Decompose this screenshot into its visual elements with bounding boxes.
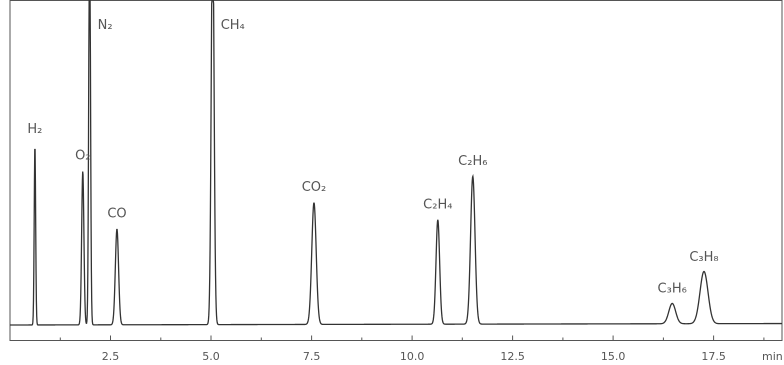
peak-label-4: CH₄ (221, 18, 245, 33)
peak-label-1: O₂ (75, 148, 90, 163)
x-tick-label-2: 7.5 (303, 350, 321, 363)
peak-label-5: CO₂ (302, 180, 327, 195)
peak-label-8: C₃H₆ (658, 282, 687, 297)
x-axis-unit-label: min (762, 350, 783, 363)
x-tick-label-5: 15.0 (601, 350, 626, 363)
x-tick-label-0: 2.5 (102, 350, 120, 363)
peak-label-7: C₂H₆ (458, 154, 487, 169)
peak-label-layer: H₂ O₂ N₂ CO CH₄ CO₂ C₂H₄ C₂H₆ C₃H₆ C₃H₈ (27, 18, 718, 297)
x-axis-ticks: 2.5 5.0 7.5 10.0 12.5 15.0 17.5 (59, 335, 765, 363)
peak-label-0: H₂ (27, 122, 42, 137)
x-tick-label-3: 10.0 (400, 350, 425, 363)
plot-frame (9, 0, 783, 341)
x-tick-label-1: 5.0 (202, 350, 220, 363)
peak-label-6: C₂H₄ (423, 198, 452, 213)
x-tick-label-4: 12.5 (500, 350, 525, 363)
peak-label-9: C₃H₈ (689, 250, 718, 265)
x-tick-label-6: 17.5 (701, 350, 726, 363)
peak-label-3: CO (107, 206, 126, 221)
trace-layer (10, 0, 782, 326)
chromatogram-trace (10, 0, 782, 326)
peak-label-2: N₂ (98, 18, 113, 33)
